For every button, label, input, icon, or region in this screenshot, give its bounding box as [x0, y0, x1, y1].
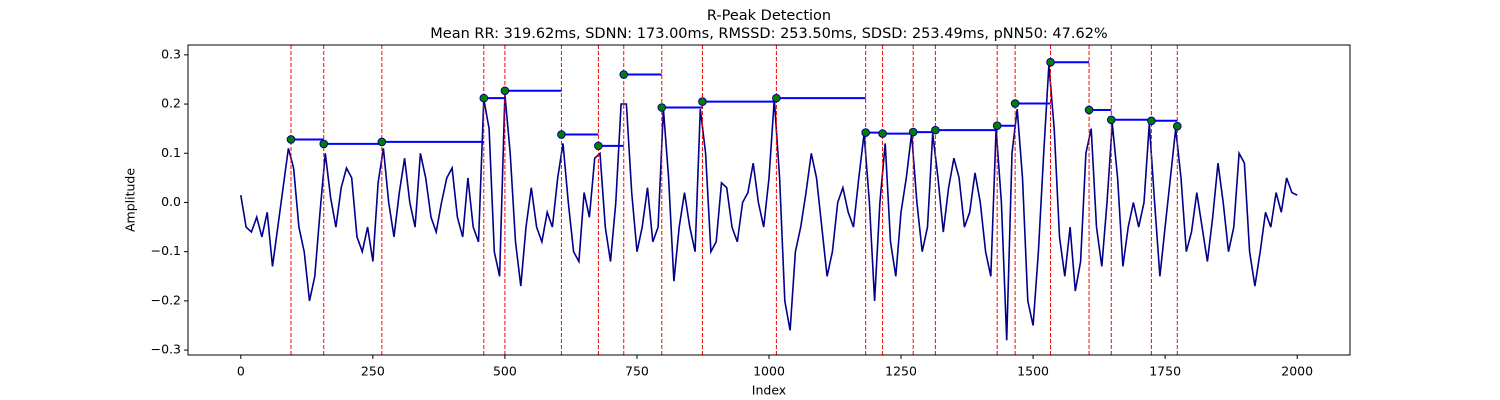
peak-marker [1147, 116, 1156, 126]
peak-marker [657, 103, 667, 112]
peak-marker [861, 128, 870, 137]
peak-marker [594, 141, 603, 151]
peak-marker [319, 139, 329, 149]
y-tick-label: 0.3 [161, 46, 181, 61]
y-tick-label: −0.2 [151, 292, 181, 307]
y-tick-label: −0.3 [151, 342, 181, 357]
peak-marker [1010, 99, 1020, 108]
x-tick-label: 1250 [885, 364, 917, 379]
peak-marker [1106, 115, 1116, 125]
peak-marker [698, 97, 707, 106]
signal-line [240, 64, 1298, 341]
peak-marker [377, 137, 387, 147]
peak-marker [619, 70, 629, 79]
y-tick-label: −0.1 [151, 243, 181, 258]
chart-title: R-Peak Detection [707, 8, 831, 24]
peak-marker [992, 121, 1002, 130]
x-axis-label: Index [752, 383, 786, 398]
peak-marker [286, 135, 296, 144]
peak-marker [1172, 121, 1182, 131]
x-tick-label: 2000 [1281, 364, 1313, 379]
peak-marker [772, 93, 781, 103]
y-tick-label: 0.1 [161, 145, 181, 160]
y-axis-label: Amplitude [123, 168, 138, 232]
peak-marker [1046, 57, 1055, 67]
peak-marker [500, 86, 510, 96]
y-tick-label: 0.2 [161, 96, 181, 111]
plot-frame [187, 44, 1351, 356]
peak-marker [557, 130, 566, 139]
x-tick-label: 1000 [753, 364, 785, 379]
peak-marker [931, 125, 940, 135]
x-tick-label: 1500 [1017, 364, 1049, 379]
peak-marker [878, 129, 887, 138]
x-tick-label: 250 [361, 364, 385, 379]
x-tick-label: 0 [237, 364, 245, 379]
peak-marker [1084, 105, 1094, 115]
peak-marker [908, 127, 918, 137]
x-tick-label: 500 [493, 364, 517, 379]
chart-subtitle: Mean RR: 319.62ms, SDNN: 173.00ms, RMSSD… [430, 26, 1107, 42]
x-tick-label: 1750 [1149, 364, 1181, 379]
peak-marker [479, 93, 489, 103]
y-tick-label: 0.0 [161, 194, 181, 209]
x-tick-label: 750 [625, 364, 649, 379]
